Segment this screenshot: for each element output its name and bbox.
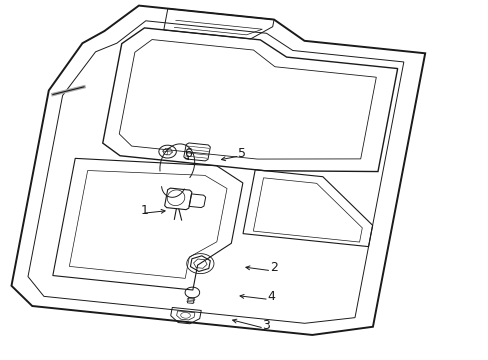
Text: 3: 3 <box>262 319 270 332</box>
Text: 4: 4 <box>267 290 275 303</box>
Text: 5: 5 <box>238 147 245 159</box>
Text: 1: 1 <box>141 204 148 217</box>
Text: 6: 6 <box>184 147 192 159</box>
Text: 2: 2 <box>269 261 277 274</box>
